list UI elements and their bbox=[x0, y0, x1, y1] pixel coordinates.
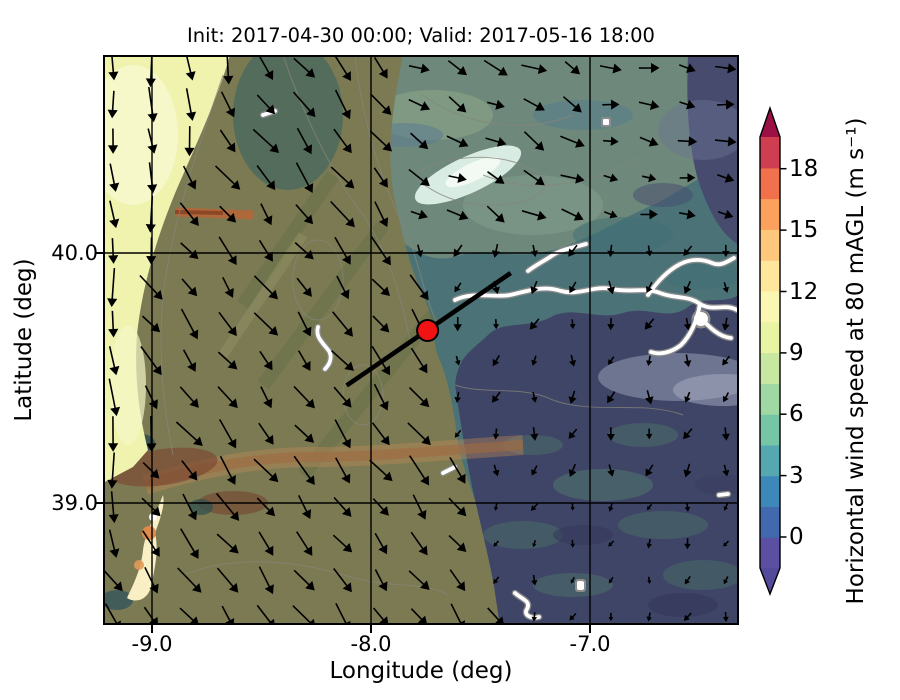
colorbar-tick-label: 3 bbox=[789, 463, 804, 489]
colorbar bbox=[759, 105, 787, 596]
x-tickmark bbox=[589, 625, 591, 633]
map-border bbox=[103, 55, 739, 625]
basemap bbox=[103, 55, 739, 625]
colorbar-extend-arrow-top bbox=[760, 108, 780, 137]
x-tick-label: -9.0 bbox=[131, 632, 173, 656]
terrain-contour-lines bbox=[160, 55, 684, 596]
colorbar-tick-label: 0 bbox=[789, 524, 804, 550]
dark-teal-band bbox=[233, 55, 343, 190]
colorbar-tickmarks bbox=[780, 167, 787, 538]
colorbar-outline bbox=[759, 105, 781, 596]
y-tickmark bbox=[95, 502, 103, 504]
site-marker bbox=[416, 319, 440, 342]
y-tick-label: 39.0 bbox=[51, 491, 98, 515]
ridge-streaks bbox=[108, 207, 524, 515]
plot-title: Init: 2017-04-30 00:00; Valid: 2017-05-1… bbox=[187, 24, 655, 47]
map-plot bbox=[103, 55, 739, 625]
colorbar-tick-label: 12 bbox=[789, 279, 819, 305]
colorbar-tick-label: 6 bbox=[789, 401, 804, 427]
colorbar-extend-arrow-bottom bbox=[760, 568, 780, 594]
y-axis-label: Latitude (deg) bbox=[11, 258, 37, 422]
y-tick-label: 40.0 bbox=[51, 241, 98, 265]
valley-mottling bbox=[483, 183, 739, 617]
colorbar-tick-label: 18 bbox=[789, 156, 819, 182]
colorbar-tick-label: 9 bbox=[789, 340, 804, 366]
colorbar-tick-label: 15 bbox=[789, 217, 819, 243]
y-tickmark bbox=[95, 252, 103, 254]
x-tickmark bbox=[151, 625, 153, 633]
x-tickmark bbox=[370, 625, 372, 633]
x-tick-label: -7.0 bbox=[569, 632, 611, 656]
wind-vector-field bbox=[103, 55, 737, 625]
colorbar-segments bbox=[760, 137, 780, 569]
colorbar-label: Horizontal wind speed at 80 mAGL (m s⁻¹) bbox=[843, 117, 869, 605]
x-tick-label: -8.0 bbox=[350, 632, 392, 656]
x-axis-label: Longitude (deg) bbox=[329, 658, 513, 684]
